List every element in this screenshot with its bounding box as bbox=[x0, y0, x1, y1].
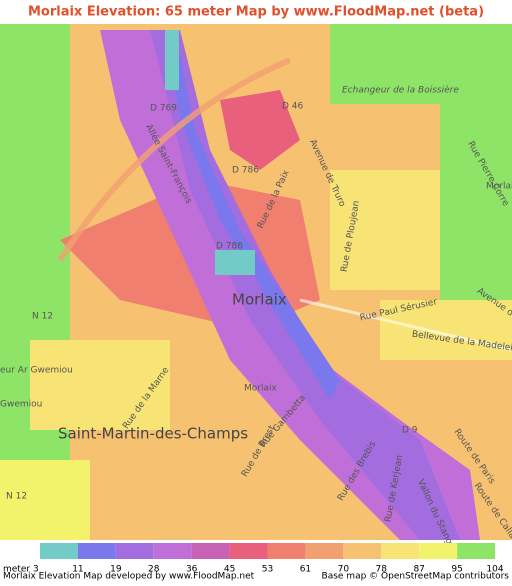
legend-swatch bbox=[40, 543, 78, 559]
legend: meter 3 11 19 28 36 45 53 61 70 78 87 95 104 bbox=[3, 543, 504, 575]
legend-swatch bbox=[153, 543, 192, 559]
legend-swatch bbox=[457, 543, 495, 559]
map-label: Gwemiou bbox=[0, 400, 42, 410]
legend-swatch bbox=[267, 543, 306, 559]
map-label: eur Ar Gwemiou bbox=[0, 366, 73, 376]
legend-swatch bbox=[77, 543, 116, 559]
legend-swatch bbox=[305, 543, 344, 559]
legend-swatch bbox=[381, 543, 420, 559]
footer-left: Morlaix Elevation Map developed by www.F… bbox=[3, 572, 255, 582]
map-label: D 769 bbox=[150, 104, 177, 114]
map-label: Saint-Martin-des-Champs bbox=[58, 425, 248, 443]
legend-tick: 87 bbox=[413, 565, 424, 575]
map-label: N 12 bbox=[6, 492, 27, 502]
legend-tick: 70 bbox=[338, 565, 350, 575]
legend-tick: 104 bbox=[486, 565, 503, 575]
map-label: N 12 bbox=[32, 312, 53, 322]
map-label: Morlaix bbox=[486, 182, 512, 192]
legend-unit: meter bbox=[3, 565, 30, 575]
footer-right: Base map © OpenStreetMap contributors bbox=[322, 572, 510, 582]
legend-swatch bbox=[343, 543, 382, 559]
legend-tick: 3 bbox=[33, 565, 39, 575]
legend-tick: 45 bbox=[224, 565, 235, 575]
map-label: Morlaix bbox=[232, 291, 287, 309]
legend-tick: 28 bbox=[148, 565, 160, 575]
map-label: D 46 bbox=[282, 102, 304, 112]
legend-tick: 61 bbox=[300, 565, 311, 575]
map-label: Echangeur de la Boissière bbox=[342, 85, 459, 96]
legend-swatch bbox=[419, 543, 458, 559]
legend-tick: 78 bbox=[376, 565, 388, 575]
legend-swatch bbox=[229, 543, 268, 559]
title: Morlaix Elevation: 65 meter Map by www.F… bbox=[28, 5, 484, 20]
map-label: D 786 bbox=[232, 166, 259, 176]
legend-tick: 95 bbox=[451, 565, 462, 575]
map-label: D 786 bbox=[216, 242, 243, 252]
legend-swatch bbox=[115, 543, 154, 559]
legend-swatch bbox=[191, 543, 230, 559]
map-label: Morlaix bbox=[244, 384, 277, 394]
map bbox=[0, 24, 512, 540]
legend-tick: 53 bbox=[262, 565, 273, 575]
legend-tick: 19 bbox=[110, 565, 122, 575]
map-label: D 9 bbox=[402, 426, 418, 436]
legend-tick: 11 bbox=[72, 565, 83, 575]
legend-tick: 36 bbox=[186, 565, 198, 575]
